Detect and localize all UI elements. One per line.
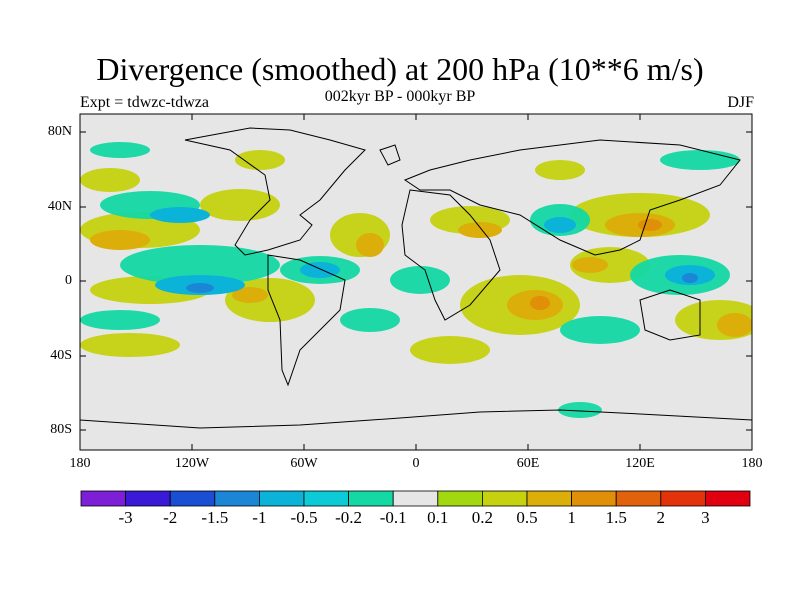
colorbar-swatch-4 (258, 490, 305, 507)
coastlines (80, 127, 752, 429)
lon-label-180e: 180 (741, 456, 763, 471)
colorbar-swatch-10 (526, 490, 572, 507)
lon-label-120w: 120W (174, 456, 210, 471)
colorbar-swatch-8 (437, 490, 483, 507)
colorbar-label-4: -0.5 (290, 508, 318, 527)
colorbar-label-9: 0.5 (516, 508, 538, 527)
season-label: DJF (727, 94, 754, 111)
colorbar-label-13: 3 (701, 508, 710, 527)
lat-label-40s: 40S (50, 348, 72, 363)
colorbar-swatch-9 (481, 490, 528, 507)
colorbar-swatch-5 (303, 490, 349, 507)
colorbar-label-1: -2 (163, 508, 178, 527)
colorbar-swatch-3 (214, 490, 260, 507)
lon-label-60w: 60W (290, 456, 318, 471)
colorbar-swatch-11 (571, 490, 617, 507)
colorbar-label-10: 1 (567, 508, 576, 527)
colorbar-label-12: 2 (656, 508, 666, 527)
colorbar-label-3: -1 (252, 508, 267, 527)
lon-label-120e: 120E (625, 456, 655, 471)
colorbar-swatch-12 (615, 490, 662, 507)
lat-label-0: 0 (65, 273, 72, 288)
colorbar-label-7: 0.1 (427, 508, 449, 527)
lat-label-80s: 80S (50, 422, 72, 437)
lat-label-40n: 40N (47, 199, 72, 214)
colorbar-swatch-2 (169, 490, 216, 507)
colorbar-label-8: 0.2 (471, 508, 494, 527)
lon-label-0: 0 (412, 456, 420, 471)
colorbar-label-0: -3 (118, 508, 133, 527)
colorbar (80, 490, 751, 507)
lat-label-80n: 80N (47, 124, 72, 139)
colorbar-swatch-13 (660, 490, 706, 507)
plot-title: Divergence (smoothed) at 200 hPa (10**6 … (96, 51, 704, 87)
colorbar-label-5: -0.2 (335, 508, 363, 527)
colorbar-label-6: -0.1 (379, 508, 407, 527)
colorbar-swatch-14 (705, 490, 751, 507)
plot-subtitle: 002kyr BP - 000kyr BP (324, 88, 476, 105)
experiment-label: Expt = tdwzc-tdwza (80, 94, 209, 111)
colorbar-swatch-1 (125, 490, 171, 507)
axis-ticks (80, 114, 752, 450)
divergence-field (80, 142, 752, 418)
lon-label-180w: 180 (69, 456, 91, 471)
colorbar-swatch-0 (80, 490, 126, 507)
colorbar-swatch-6 (348, 490, 394, 507)
colorbar-swatch-7 (392, 490, 439, 507)
colorbar-label-2: -1.5 (201, 508, 229, 527)
colorbar-label-11: 1.5 (605, 508, 627, 527)
lon-label-60e: 60E (516, 456, 540, 471)
